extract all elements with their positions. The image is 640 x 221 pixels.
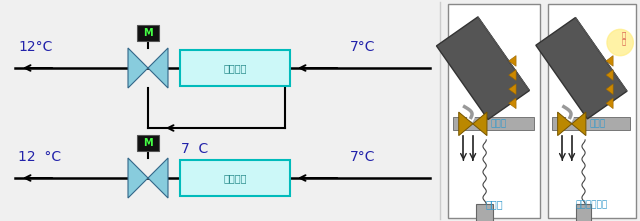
Bar: [452, 117, 534, 130]
Bar: [137, 135, 159, 151]
Text: 12  °C: 12 °C: [18, 150, 61, 164]
Bar: [180, 160, 290, 196]
Text: 暖通设计视频: 暖通设计视频: [576, 200, 608, 210]
Bar: [448, 4, 540, 218]
Polygon shape: [128, 158, 148, 198]
Text: 风机盘管: 风机盘管: [223, 63, 247, 73]
Text: 温控器: 温控器: [485, 199, 503, 210]
Text: 12°C: 12°C: [18, 40, 52, 54]
Polygon shape: [148, 48, 168, 88]
Polygon shape: [473, 112, 487, 136]
Text: M: M: [143, 28, 153, 38]
Text: 风机盘管: 风机盘管: [223, 173, 247, 183]
Polygon shape: [572, 112, 586, 136]
Text: 二通阀: 二通阀: [589, 119, 605, 128]
Text: 7°C: 7°C: [350, 40, 376, 54]
Polygon shape: [557, 112, 572, 136]
Text: 7°C: 7°C: [350, 150, 376, 164]
Polygon shape: [606, 84, 613, 95]
Polygon shape: [509, 84, 516, 95]
Polygon shape: [606, 55, 613, 66]
Text: 二通阀: 二通阀: [490, 119, 507, 128]
Circle shape: [607, 29, 634, 56]
Polygon shape: [509, 70, 516, 80]
Polygon shape: [509, 55, 516, 66]
Text: M: M: [143, 138, 153, 148]
Bar: [180, 50, 290, 86]
Polygon shape: [478, 17, 529, 91]
Polygon shape: [436, 17, 529, 120]
Bar: [552, 117, 630, 130]
Polygon shape: [128, 48, 148, 88]
Polygon shape: [509, 98, 516, 109]
Bar: [548, 4, 636, 218]
Bar: [575, 204, 591, 221]
Text: 暖
频: 暖 频: [621, 31, 626, 45]
Polygon shape: [148, 158, 168, 198]
Text: 7  C: 7 C: [181, 142, 209, 156]
Polygon shape: [606, 70, 613, 80]
Polygon shape: [575, 17, 627, 91]
Polygon shape: [459, 112, 473, 136]
Polygon shape: [606, 98, 613, 109]
Bar: [476, 204, 493, 221]
Bar: [137, 25, 159, 41]
Polygon shape: [536, 17, 627, 119]
